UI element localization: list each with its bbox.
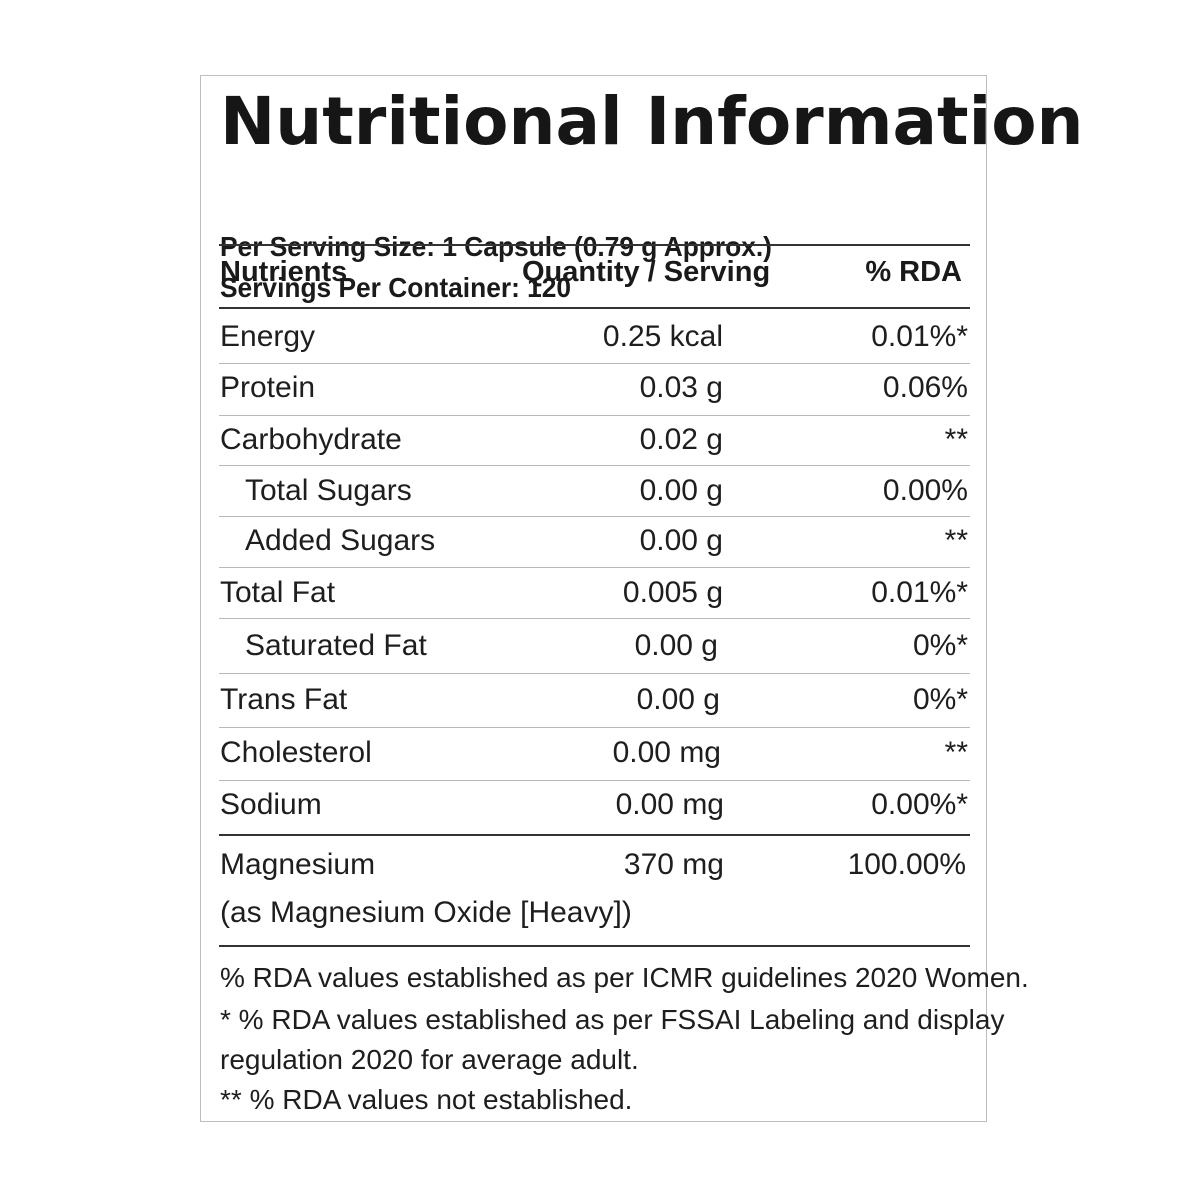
row-energy-quantity: 0.25 kcal (602, 320, 723, 353)
row-added-sugars-quantity: 0.00 g (639, 524, 723, 557)
row-total-sugars-name: Total Sugars (245, 474, 412, 507)
row-energy-name: Energy (220, 320, 316, 353)
row-trans-fat-name: Trans Fat (220, 683, 348, 716)
row-magnesium-detail: (as Magnesium Oxide [Heavy]) (220, 896, 632, 929)
magnesium-top-rule (219, 834, 970, 836)
row-divider (219, 780, 970, 781)
row-carbohydrate-rda: ** (944, 423, 968, 456)
footnote-fssai: * % RDA values established as per FSSAI … (220, 1004, 1005, 1035)
header-quantity: Quantity / Serving (522, 256, 771, 288)
row-saturated-fat-quantity: 0.00 g (634, 629, 718, 662)
row-trans-fat-quantity: 0.00 g (636, 683, 720, 716)
row-cholesterol-name: Cholesterol (220, 736, 372, 769)
row-divider (219, 516, 970, 517)
row-divider (219, 415, 970, 416)
servings-per-container: Servings Per Container: 120 (220, 272, 572, 303)
row-divider (219, 727, 970, 728)
row-magnesium-name: Magnesium (220, 848, 376, 881)
row-cholesterol-rda: ** (944, 736, 968, 769)
row-total-sugars-quantity: 0.00 g (639, 474, 723, 507)
footnotes-top-rule (219, 945, 970, 947)
row-sodium-rda: 0.00%* (871, 788, 968, 821)
row-added-sugars-name: Added Sugars (245, 524, 436, 557)
row-sodium-name: Sodium (220, 788, 322, 821)
header-nutrients: Nutrients (220, 256, 348, 288)
header-bottom-rule (219, 307, 970, 309)
row-total-sugars-rda: 0.00% (882, 474, 968, 507)
row-cholesterol-quantity: 0.00 mg (612, 736, 721, 769)
row-divider (219, 618, 970, 619)
row-protein-name: Protein (220, 371, 316, 404)
footnote-icmr: % RDA values established as per ICMR gui… (220, 962, 1029, 993)
row-saturated-fat-rda: 0%* (912, 629, 968, 662)
row-divider (219, 363, 970, 364)
footnote-fssai-continued: regulation 2020 for average adult. (220, 1044, 639, 1075)
row-divider (219, 465, 970, 466)
row-magnesium-quantity: 370 mg (623, 848, 724, 881)
row-total-fat-rda: 0.01%* (871, 576, 968, 609)
row-magnesium-rda: 100.00% (847, 848, 966, 881)
row-total-fat-name: Total Fat (220, 576, 336, 609)
row-carbohydrate-quantity: 0.02 g (639, 423, 723, 456)
label-title: Nutritional Information (220, 83, 1084, 160)
row-carbohydrate-name: Carbohydrate (220, 423, 402, 456)
serving-size: Per Serving Size: 1 Capsule (0.79 g Appr… (220, 231, 772, 262)
row-sodium-quantity: 0.00 mg (615, 788, 724, 821)
row-protein-rda: 0.06% (882, 371, 968, 404)
row-added-sugars-rda: ** (944, 524, 968, 557)
row-total-fat-quantity: 0.005 g (622, 576, 723, 609)
row-trans-fat-rda: 0%* (912, 683, 968, 716)
footnote-not-established: ** % RDA values not established. (220, 1084, 633, 1115)
row-saturated-fat-name: Saturated Fat (245, 629, 427, 662)
nutrition-label-panel: Nutritional Information Per Serving Size… (200, 75, 1084, 1122)
row-divider (219, 673, 970, 674)
row-protein-quantity: 0.03 g (639, 371, 723, 404)
row-divider (219, 567, 970, 568)
header-rda: % RDA (865, 256, 962, 288)
header-top-rule (219, 244, 970, 246)
row-energy-rda: 0.01%* (871, 320, 968, 353)
